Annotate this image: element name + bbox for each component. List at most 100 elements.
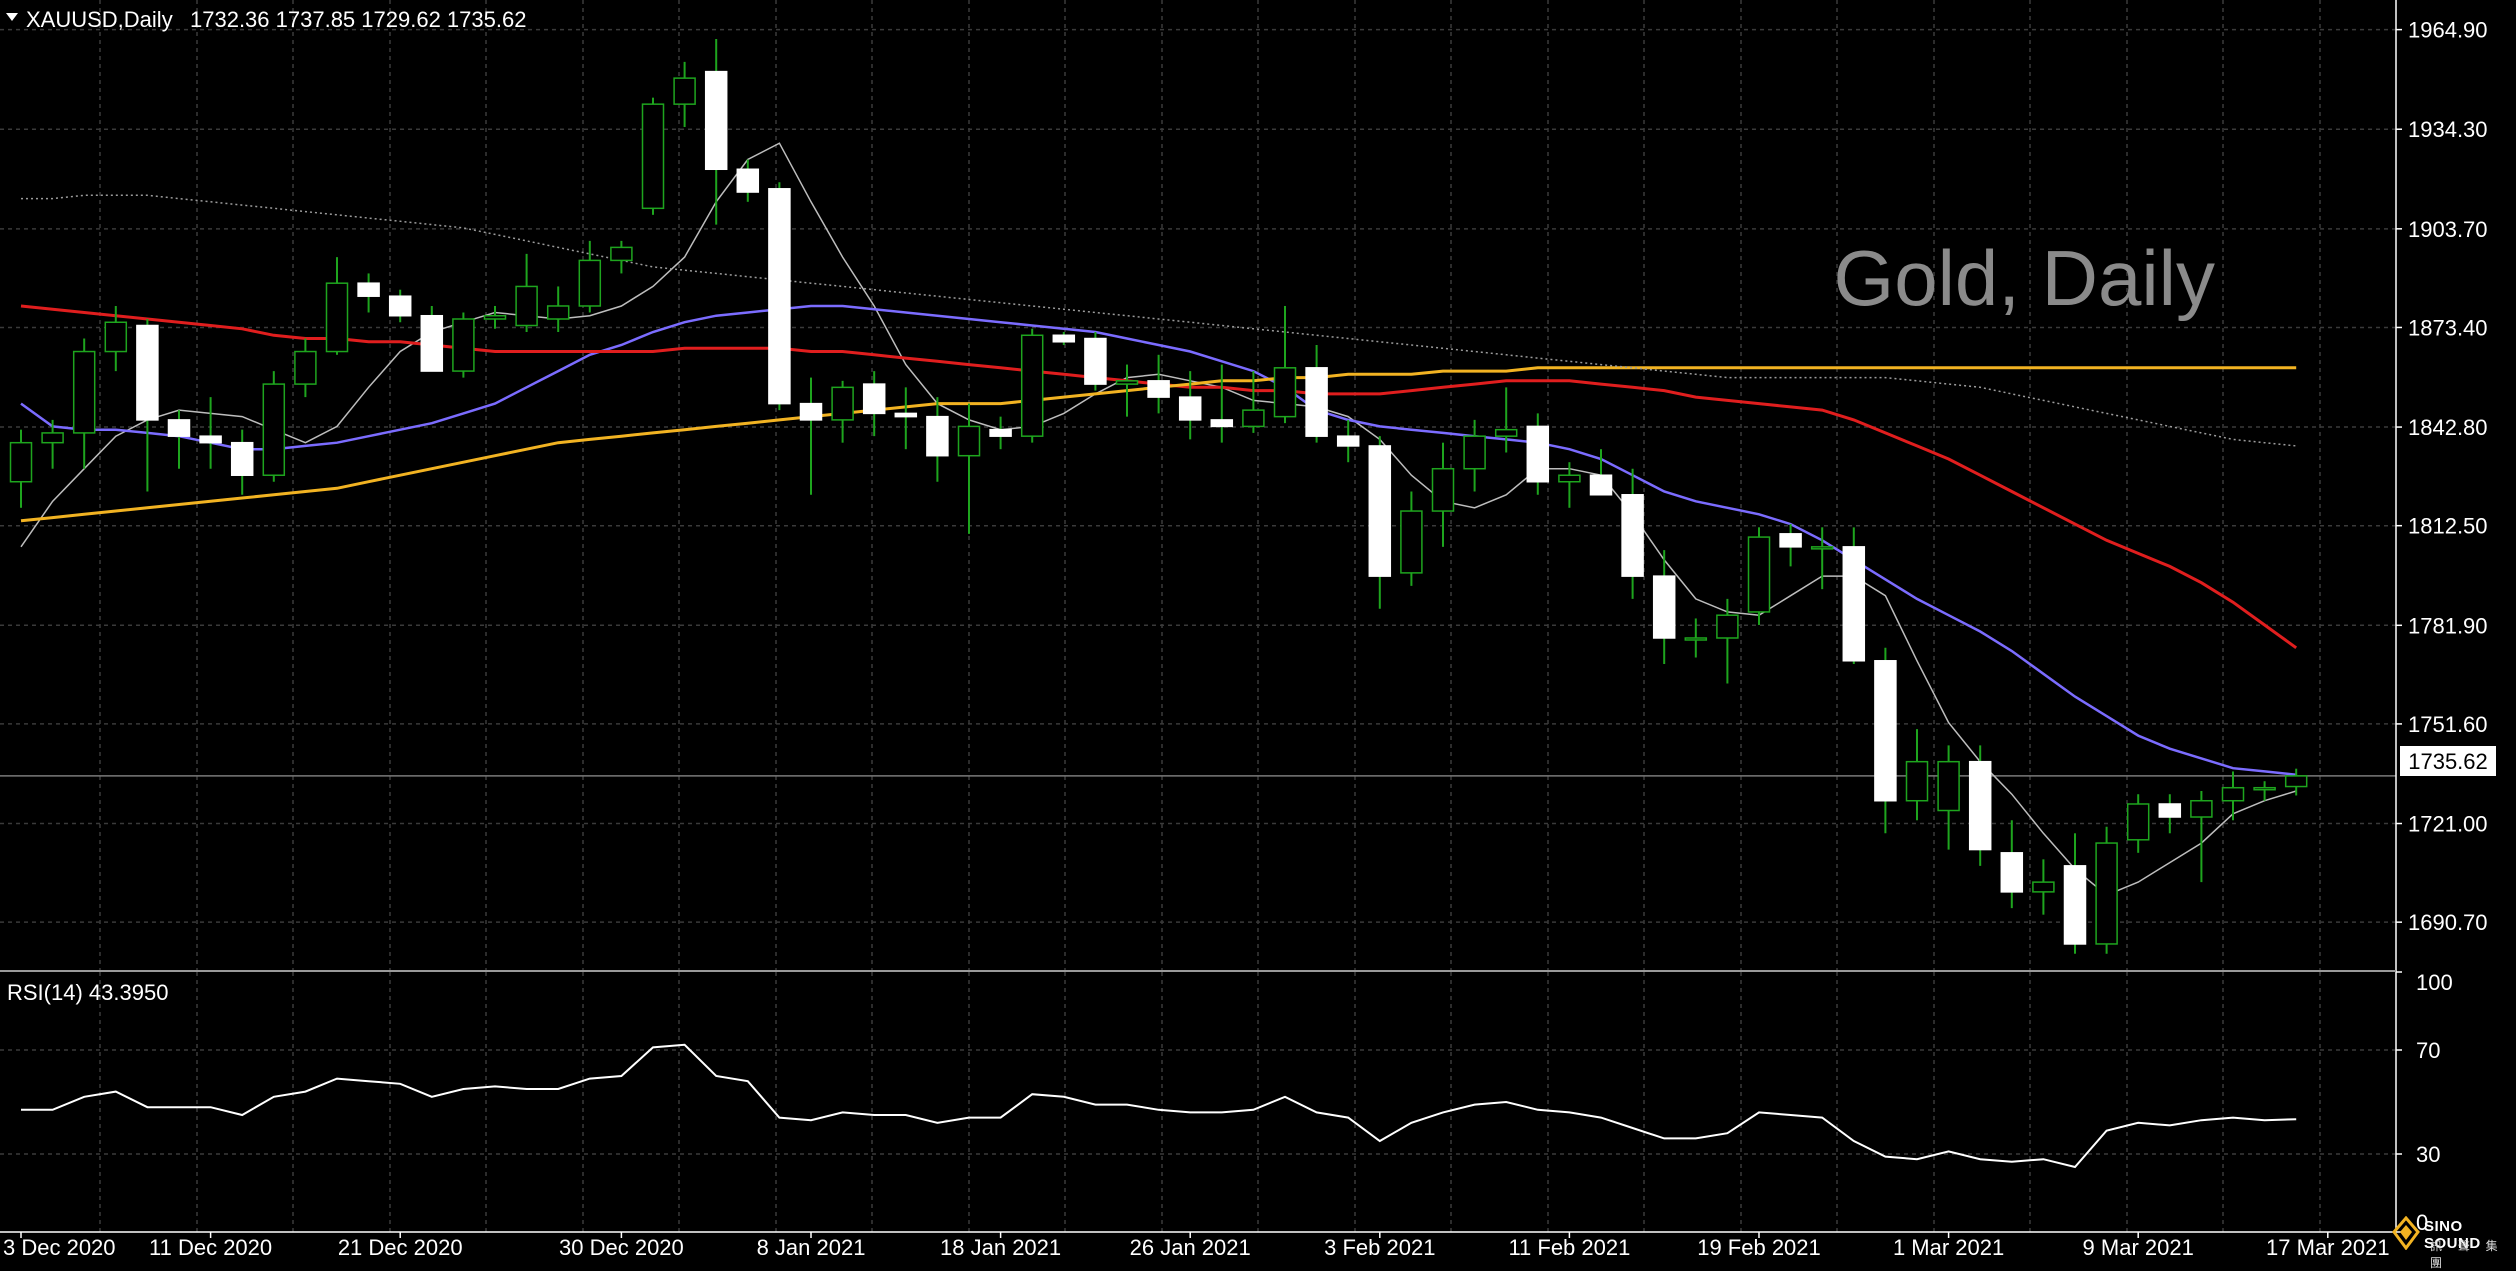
- candle-body: [1874, 660, 1897, 802]
- candle: [704, 39, 728, 225]
- candle: [199, 397, 222, 469]
- candle: [2000, 820, 2024, 909]
- candle-body: [262, 383, 286, 476]
- candle-body: [2158, 803, 2182, 818]
- candle: [1652, 550, 1676, 665]
- candle-body: [1747, 536, 1771, 613]
- time-tick-label: 3 Dec 2020: [3, 1235, 116, 1260]
- candle: [483, 305, 507, 329]
- candle: [294, 338, 317, 398]
- candle-body: [736, 168, 760, 193]
- candle-body: [926, 415, 949, 457]
- candle: [9, 429, 33, 508]
- candle: [641, 97, 665, 215]
- candle: [2032, 859, 2055, 915]
- time-tick-label: 30 Dec 2020: [559, 1235, 684, 1260]
- candle: [1242, 371, 1265, 433]
- candle-body: [578, 259, 602, 307]
- rsi-tick-label: 0: [2416, 1210, 2428, 1235]
- candle: [2095, 826, 2118, 954]
- candle: [388, 289, 412, 323]
- candle: [2063, 833, 2087, 954]
- price-tick-label: 1842.80: [2408, 415, 2488, 440]
- diamond-logo-icon: [2392, 1216, 2420, 1250]
- candle: [1621, 468, 1644, 599]
- price-axis-labels: 1690.70 1721.00 1751.60 1781.90 1812.50 1842.…: [2408, 18, 2488, 936]
- price-tick-label: 1721.00: [2408, 812, 2488, 837]
- candle-body: [1621, 494, 1644, 577]
- current-price-label: 1735.62: [2408, 749, 2488, 774]
- candle: [72, 338, 96, 469]
- brand-logo: SINO SOUND 訊 聲 集 團: [2390, 1212, 2510, 1270]
- candle: [1968, 745, 1992, 866]
- candle-body: [41, 432, 64, 444]
- candle: [1494, 387, 1518, 453]
- candle-body: [199, 435, 222, 444]
- candle-body: [1937, 760, 1960, 812]
- candle-body: [1652, 575, 1676, 639]
- price-tick-label: 1873.40: [2408, 315, 2488, 340]
- price-tick-label: 1903.70: [2408, 217, 2488, 242]
- candle: [894, 387, 918, 450]
- candle-body: [2032, 881, 2055, 893]
- candle-body: [1052, 334, 1076, 343]
- candle-body: [1526, 425, 1550, 483]
- candle: [768, 182, 791, 411]
- candle-body: [104, 321, 128, 353]
- candle: [1431, 442, 1455, 547]
- candle: [1084, 332, 1107, 391]
- candle-body: [167, 419, 191, 437]
- candle-body: [230, 441, 254, 476]
- candle: [1273, 305, 1297, 424]
- candle: [1905, 729, 1929, 821]
- candle: [2253, 781, 2276, 801]
- candle-body: [1020, 334, 1044, 437]
- candle: [957, 403, 981, 534]
- candle: [926, 397, 949, 482]
- candle-body: [1716, 614, 1739, 639]
- candle-body: [294, 350, 317, 385]
- candle-body: [1589, 474, 1613, 496]
- candle: [1147, 354, 1170, 414]
- rsi-tick-label: 70: [2416, 1038, 2440, 1063]
- pane-separator: [0, 970, 2396, 972]
- candle-body: [641, 103, 665, 210]
- candle: [1589, 449, 1613, 496]
- price-candles: [9, 39, 2308, 954]
- candle-body: [1842, 546, 1866, 662]
- symbol-label: XAUUSD,Daily: [26, 7, 173, 32]
- candle: [325, 257, 349, 355]
- dropdown-triangle-icon[interactable]: [6, 13, 18, 21]
- candle-body: [1400, 510, 1423, 574]
- candle-body: [2253, 786, 2276, 791]
- rsi-tick-label: 100: [2416, 970, 2453, 995]
- candle-body: [515, 285, 538, 327]
- candle-body: [1147, 380, 1170, 398]
- candle: [167, 410, 191, 469]
- candle: [1747, 527, 1771, 625]
- candle-body: [136, 324, 159, 421]
- time-tick-label: 19 Feb 2021: [1697, 1235, 1821, 1260]
- candle: [1684, 618, 1708, 658]
- candle: [1779, 524, 1802, 567]
- candle: [799, 377, 823, 495]
- price-tick-label: 1934.30: [2408, 117, 2488, 142]
- time-tick-label: 26 Jan 2021: [1130, 1235, 1251, 1260]
- candle-body: [1336, 435, 1360, 447]
- candle-body: [1431, 467, 1455, 512]
- candle: [1368, 436, 1392, 609]
- candle: [546, 286, 570, 333]
- candle-body: [894, 412, 918, 418]
- ohlc-readout: 1732.36 1737.85 1729.62 1735.62: [190, 7, 526, 32]
- time-axis-labels: 3 Dec 2020 11 Dec 2020 21 Dec 2020 30 Dec 2…: [3, 1235, 2390, 1260]
- candle-body: [1558, 474, 1581, 483]
- candle: [989, 416, 1012, 450]
- candle: [515, 253, 538, 333]
- candle: [673, 61, 696, 127]
- candle: [578, 240, 602, 313]
- candle: [1178, 371, 1202, 440]
- candle-body: [2284, 775, 2308, 788]
- candle-body: [325, 282, 349, 353]
- candle-body: [1210, 419, 1234, 428]
